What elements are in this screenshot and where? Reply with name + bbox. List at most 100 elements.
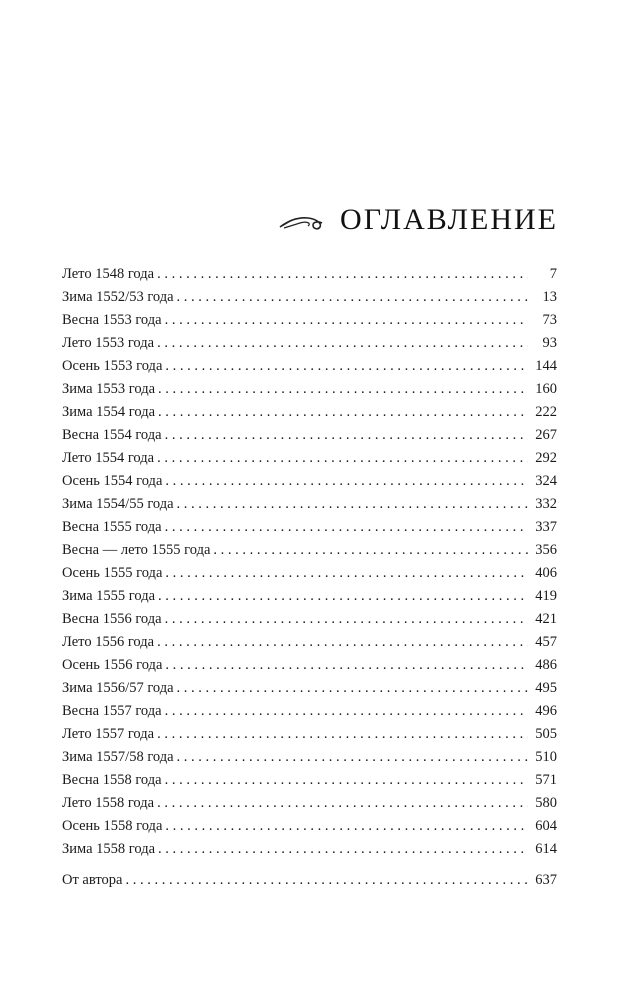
dot-leader [158,841,528,858]
entry-title: Лето 1553 года [62,335,155,351]
dot-leader [213,542,528,559]
toc-entry[interactable]: Зима 1556/57 года 495 [62,680,557,703]
page-number: 604 [535,818,557,834]
dot-leader [165,519,528,536]
page-number: 486 [535,657,557,673]
toc-entry[interactable]: Лето 1556 года 457 [62,634,557,657]
page-number: 496 [535,703,557,719]
page-number: 614 [535,841,557,857]
dot-leader [125,872,528,889]
entry-title: Осень 1554 года [62,473,163,489]
entry-title: Зима 1557/58 года [62,749,174,765]
flourish-ornament-icon [279,217,323,230]
toc-entry[interactable]: Весна 1558 года 571 [62,772,557,795]
entry-title: Лето 1556 года [62,634,155,650]
page-number: 337 [535,519,557,535]
entry-title: Весна 1556 года [62,611,162,627]
dot-leader [157,266,528,283]
page-number: 637 [535,872,557,888]
entry-title: Весна 1553 года [62,312,162,328]
entry-title: Весна 1554 года [62,427,162,443]
entry-title: Зима 1556/57 года [62,680,174,696]
dot-leader [158,404,528,421]
dot-leader [177,680,528,697]
toc-heading: ОГЛАВЛЕНИЕ [278,203,558,237]
dot-leader [158,381,528,398]
entry-title: Зима 1554/55 года [62,496,174,512]
page-number: 292 [535,450,557,466]
toc-entry[interactable]: Зима 1558 года 614 [62,841,557,864]
dot-leader [165,657,528,674]
page-number: 419 [535,588,557,604]
page-number: 580 [535,795,557,811]
dot-leader [165,703,528,720]
entry-title: Осень 1558 года [62,818,163,834]
page-number: 332 [535,496,557,512]
page-number: 495 [535,680,557,696]
entry-title: Весна 1558 года [62,772,162,788]
toc-entry[interactable]: Осень 1555 года 406 [62,565,557,588]
dot-leader [177,749,528,766]
page-number: 505 [535,726,557,742]
dot-leader [165,427,528,444]
entry-title: Лето 1548 года [62,266,155,282]
entry-title: Зима 1554 года [62,404,156,420]
toc-entry[interactable]: Лето 1548 года 7 [62,266,557,289]
toc-entry[interactable]: Зима 1552/53 года 13 [62,289,557,312]
toc-entry[interactable]: Осень 1554 года 324 [62,473,557,496]
toc-entry[interactable]: Весна 1556 года 421 [62,611,557,634]
dot-leader [165,611,528,628]
page-number: 421 [535,611,557,627]
page-number: 324 [535,473,557,489]
entry-title: Весна 1557 года [62,703,162,719]
entry-title: Весна — лето 1555 года [62,542,211,558]
toc-entry[interactable]: Весна 1557 года 496 [62,703,557,726]
toc-entry[interactable]: Осень 1558 года 604 [62,818,557,841]
dot-leader [157,795,528,812]
entry-title: Лето 1554 года [62,450,155,466]
toc-entry[interactable]: Весна — лето 1555 года 356 [62,542,557,565]
toc-entry[interactable]: Зима 1557/58 года 510 [62,749,557,772]
dot-leader [158,588,528,605]
dot-leader [165,565,528,582]
page-number: 73 [542,312,558,328]
entry-title: Зима 1552/53 года [62,289,174,305]
page-number: 406 [535,565,557,581]
dot-leader [157,726,528,743]
toc-entry[interactable]: Осень 1553 года 144 [62,358,557,381]
toc-entry[interactable]: Осень 1556 года 486 [62,657,557,680]
toc-entry[interactable]: Зима 1554 года 222 [62,404,557,427]
toc-entry[interactable]: Лето 1554 года 292 [62,450,557,473]
toc-entry[interactable]: Зима 1553 года 160 [62,381,557,404]
toc-entry[interactable]: Зима 1554/55 года 332 [62,496,557,519]
entry-title: Осень 1556 года [62,657,163,673]
page-title: ОГЛАВЛЕНИЕ [340,203,558,236]
toc-entry[interactable]: Весна 1555 года 337 [62,519,557,542]
toc-entry[interactable]: Лето 1553 года 93 [62,335,557,358]
toc-entry[interactable]: Весна 1554 года 267 [62,427,557,450]
toc-entry[interactable]: Лето 1557 года 505 [62,726,557,749]
page-number: 510 [535,749,557,765]
toc-entry[interactable]: От автора 637 [62,872,557,895]
dot-leader [157,335,528,352]
dot-leader [157,450,528,467]
dot-leader [165,473,528,490]
dot-leader [177,496,528,513]
dot-leader [165,358,528,375]
entry-title: Зима 1558 года [62,841,156,857]
entry-title: Лето 1557 года [62,726,155,742]
page-number: 571 [535,772,557,788]
page-number: 267 [535,427,557,443]
dot-leader [165,312,528,329]
entry-title: От автора [62,872,123,888]
page-number: 160 [535,381,557,397]
entry-title: Зима 1555 года [62,588,156,604]
dot-leader [165,772,528,789]
entry-title: Осень 1553 года [62,358,163,374]
dot-leader [165,818,528,835]
toc-entry[interactable]: Лето 1558 года 580 [62,795,557,818]
entry-title: Осень 1555 года [62,565,163,581]
toc-entry[interactable]: Зима 1555 года 419 [62,588,557,611]
toc-entry[interactable]: Весна 1553 года 73 [62,312,557,335]
page-number: 7 [549,266,557,282]
